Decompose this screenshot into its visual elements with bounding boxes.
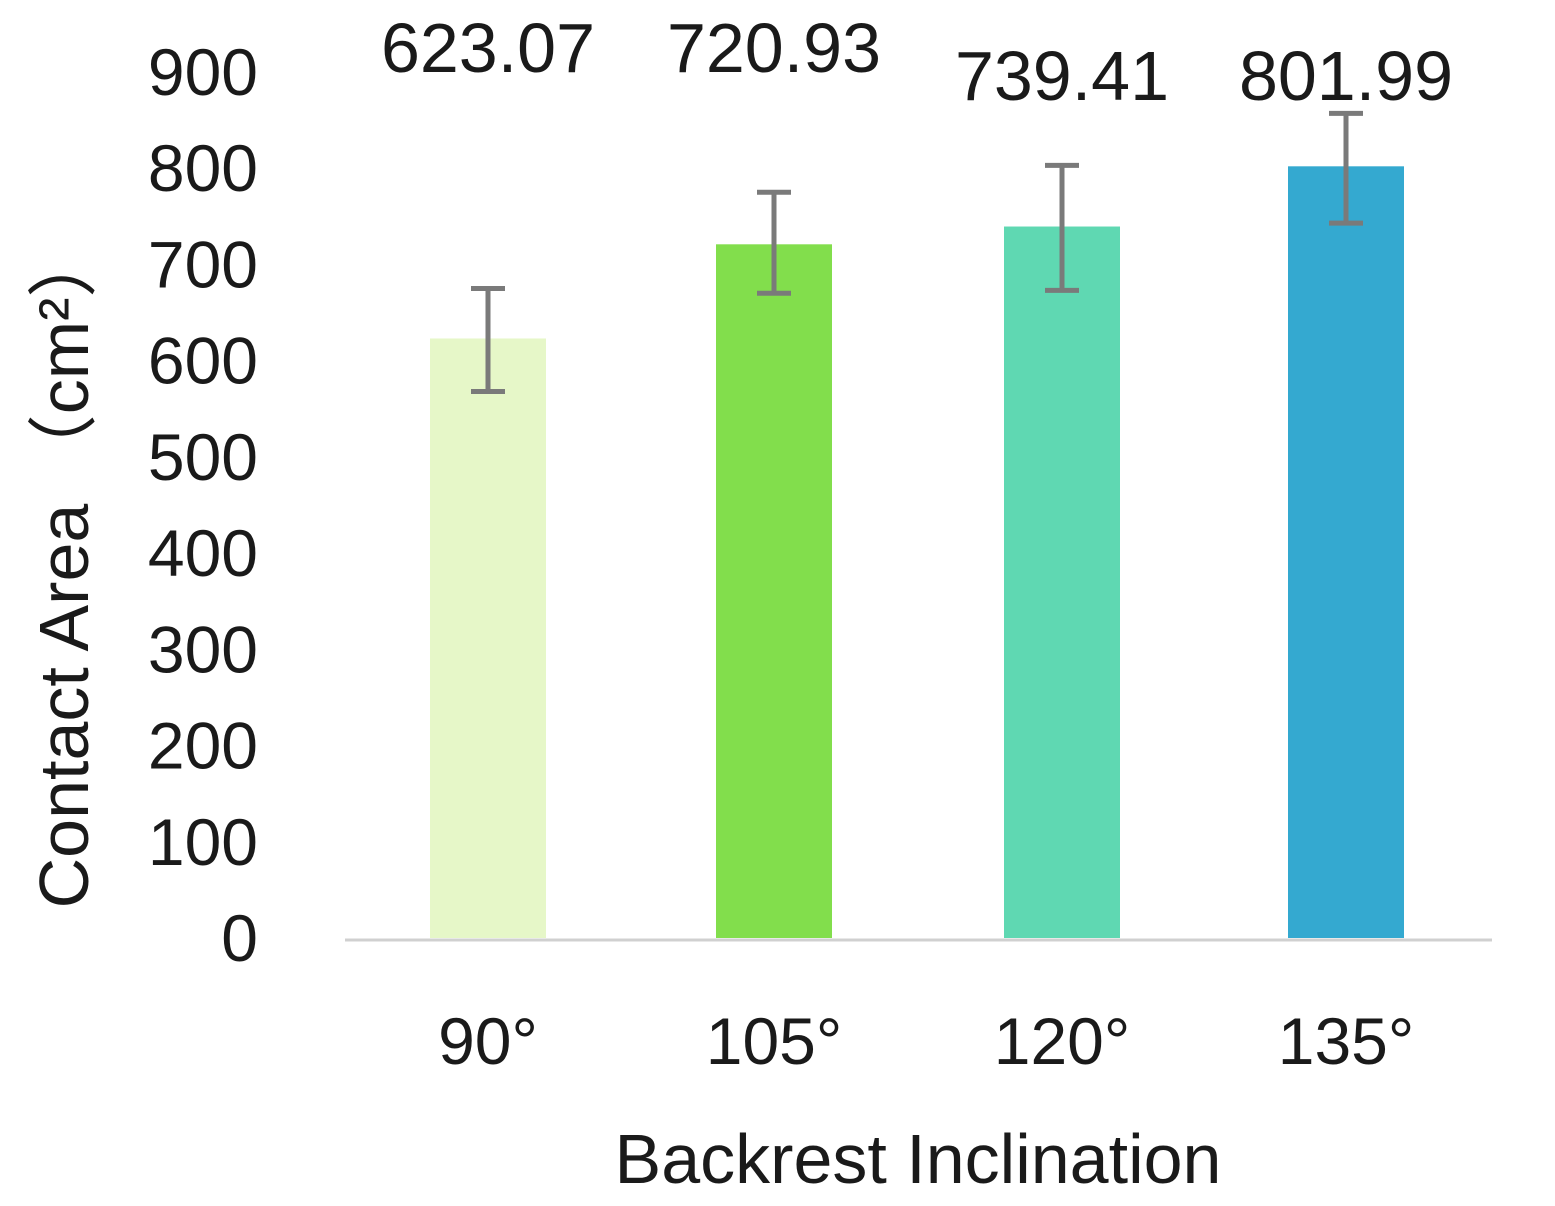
error-bars xyxy=(471,110,1363,394)
data-label: 720.93 xyxy=(667,9,881,87)
y-axis-ticks: 0 100 200 300 400 500 600 700 800 900 xyxy=(148,35,258,975)
y-tick-label: 300 xyxy=(148,612,258,686)
data-labels: 623.07 720.93 739.41 801.99 xyxy=(381,9,1453,115)
data-label: 739.41 xyxy=(955,37,1169,115)
x-tick-label: 120° xyxy=(994,1004,1131,1078)
bar-135-deg xyxy=(1288,166,1404,939)
bar-120-deg xyxy=(1004,226,1120,939)
y-tick-label: 700 xyxy=(148,227,258,301)
error-bar-90-deg xyxy=(471,286,505,394)
y-tick-label: 500 xyxy=(148,420,258,494)
error-bar-105-deg xyxy=(757,189,791,296)
x-axis-title: Backrest Inclination xyxy=(615,1120,1222,1198)
x-tick-label: 90° xyxy=(438,1004,538,1078)
y-tick-label: 0 xyxy=(221,901,258,975)
y-tick-label: 600 xyxy=(148,324,258,398)
x-axis-ticks: 90° 105° 120° 135° xyxy=(438,1004,1414,1078)
data-label: 801.99 xyxy=(1239,37,1453,115)
x-tick-label: 105° xyxy=(706,1004,843,1078)
data-label: 623.07 xyxy=(381,9,595,87)
y-tick-label: 800 xyxy=(148,131,258,205)
bars xyxy=(430,166,1404,939)
y-tick-label: 200 xyxy=(148,709,258,783)
y-tick-label: 400 xyxy=(148,516,258,590)
error-bar-120-deg xyxy=(1045,162,1079,293)
error-bar-135-deg xyxy=(1329,110,1363,226)
x-tick-label: 135° xyxy=(1278,1004,1415,1078)
y-tick-label: 100 xyxy=(148,805,258,879)
bar-105-deg xyxy=(716,244,832,939)
y-tick-label: 900 xyxy=(148,35,258,109)
y-axis-title: Contact Area （cm²） xyxy=(25,228,103,909)
bar-90-deg xyxy=(430,338,546,938)
